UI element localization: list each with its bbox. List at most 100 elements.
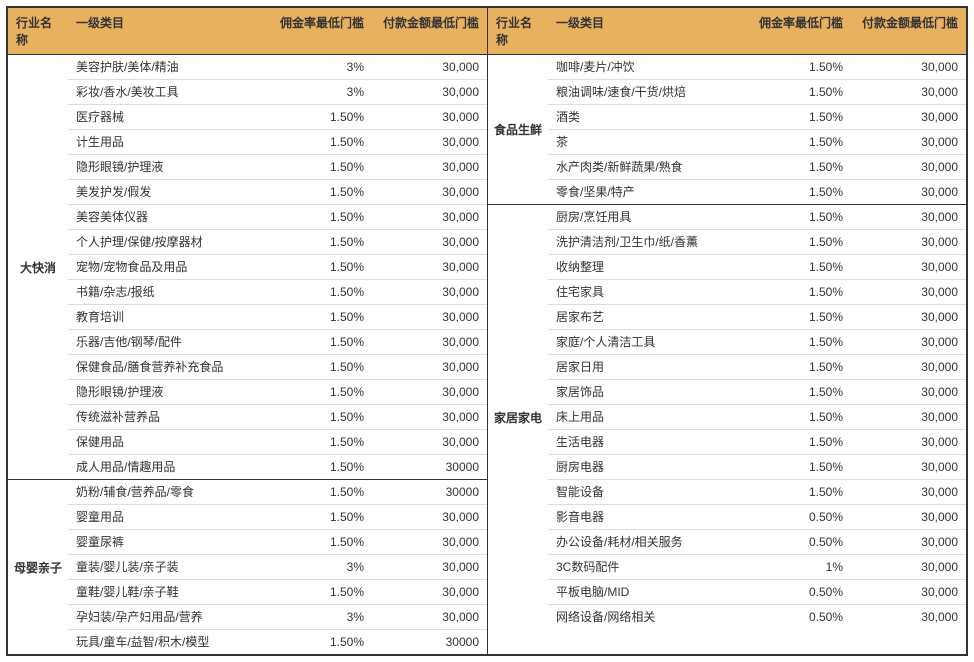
rate-cell: 1.50% xyxy=(257,230,372,254)
table-row: 家庭/个人清洁工具1.50%30,000 xyxy=(548,329,966,354)
rate-cell: 1.50% xyxy=(736,430,851,454)
amount-cell: 30000 xyxy=(372,630,487,654)
category-cell: 隐形眼镜/护理液 xyxy=(68,380,257,404)
col-category-header: 一级类目 xyxy=(548,8,736,54)
rate-cell: 1.50% xyxy=(257,305,372,329)
table-row: 玩具/童车/益智/积木/模型1.50%30000 xyxy=(68,629,487,654)
table-row: 美容护肤/美体/精油3%30,000 xyxy=(68,55,487,79)
amount-cell: 30,000 xyxy=(851,130,966,154)
category-cell: 乐器/吉他/钢琴/配件 xyxy=(68,330,257,354)
table-row: 生活电器1.50%30,000 xyxy=(548,429,966,454)
amount-cell: 30,000 xyxy=(372,80,487,104)
industry-name: 大快消 xyxy=(8,55,68,479)
amount-cell: 30,000 xyxy=(372,555,487,579)
right-half: 行业名称 一级类目 佣金率最低门槛 付款金额最低门槛 食品生鲜咖啡/麦片/冲饮1… xyxy=(487,8,966,654)
category-cell: 厨房电器 xyxy=(548,455,736,479)
amount-cell: 30,000 xyxy=(372,205,487,229)
category-cell: 办公设备/耗材/相关服务 xyxy=(548,530,736,554)
rate-cell: 1.50% xyxy=(257,580,372,604)
rate-cell: 1.50% xyxy=(736,230,851,254)
category-cell: 洗护清洁剂/卫生巾/纸/香薰 xyxy=(548,230,736,254)
rate-cell: 1.50% xyxy=(257,105,372,129)
rate-cell: 1.50% xyxy=(257,530,372,554)
category-cell: 咖啡/麦片/冲饮 xyxy=(548,55,736,79)
amount-cell: 30,000 xyxy=(851,605,966,629)
rate-cell: 3% xyxy=(257,80,372,104)
amount-cell: 30,000 xyxy=(372,605,487,629)
category-cell: 床上用品 xyxy=(548,405,736,429)
industry-group: 食品生鲜咖啡/麦片/冲饮1.50%30,000粮油调味/速食/干货/烘焙1.50… xyxy=(488,55,966,205)
col-rate-header: 佣金率最低门槛 xyxy=(257,8,372,54)
amount-cell: 30,000 xyxy=(372,405,487,429)
rate-cell: 1.50% xyxy=(736,205,851,229)
table-row: 孕妇装/孕产妇用品/营养3%30,000 xyxy=(68,604,487,629)
amount-cell: 30,000 xyxy=(372,355,487,379)
industry-group: 家居家电厨房/烹饪用具1.50%30,000洗护清洁剂/卫生巾/纸/香薰1.50… xyxy=(488,205,966,629)
amount-cell: 30,000 xyxy=(372,130,487,154)
table-row: 粮油调味/速食/干货/烘焙1.50%30,000 xyxy=(548,79,966,104)
category-cell: 家居饰品 xyxy=(548,380,736,404)
rate-cell: 1.50% xyxy=(257,280,372,304)
rate-cell: 1.50% xyxy=(257,330,372,354)
rate-cell: 1.50% xyxy=(736,355,851,379)
rate-cell: 1.50% xyxy=(736,380,851,404)
category-cell: 美容护肤/美体/精油 xyxy=(68,55,257,79)
table-row: 居家日用1.50%30,000 xyxy=(548,354,966,379)
amount-cell: 30,000 xyxy=(372,280,487,304)
amount-cell: 30,000 xyxy=(372,330,487,354)
amount-cell: 30,000 xyxy=(372,230,487,254)
amount-cell: 30,000 xyxy=(851,105,966,129)
rate-cell: 3% xyxy=(257,555,372,579)
industry-group: 大快消美容护肤/美体/精油3%30,000彩妆/香水/美妆工具3%30,000医… xyxy=(8,55,487,480)
category-cell: 零食/坚果/特产 xyxy=(548,180,736,204)
category-cell: 书籍/杂志/报纸 xyxy=(68,280,257,304)
category-cell: 收纳整理 xyxy=(548,255,736,279)
rate-cell: 1.50% xyxy=(257,380,372,404)
amount-cell: 30,000 xyxy=(372,430,487,454)
table-row: 个人护理/保健/按摩器材1.50%30,000 xyxy=(68,229,487,254)
table-row: 计生用品1.50%30,000 xyxy=(68,129,487,154)
table-row: 宠物/宠物食品及用品1.50%30,000 xyxy=(68,254,487,279)
amount-cell: 30,000 xyxy=(372,305,487,329)
table-row: 厨房/烹饪用具1.50%30,000 xyxy=(548,205,966,229)
category-cell: 居家布艺 xyxy=(548,305,736,329)
amount-cell: 30,000 xyxy=(851,580,966,604)
rate-cell: 1.50% xyxy=(736,305,851,329)
category-cell: 酒类 xyxy=(548,105,736,129)
category-cell: 生活电器 xyxy=(548,430,736,454)
amount-cell: 30,000 xyxy=(851,455,966,479)
table-row: 办公设备/耗材/相关服务0.50%30,000 xyxy=(548,529,966,554)
table-row: 书籍/杂志/报纸1.50%30,000 xyxy=(68,279,487,304)
table-row: 茶1.50%30,000 xyxy=(548,129,966,154)
amount-cell: 30,000 xyxy=(851,155,966,179)
category-cell: 孕妇装/孕产妇用品/营养 xyxy=(68,605,257,629)
category-cell: 美容美体仪器 xyxy=(68,205,257,229)
table-row: 婴童尿裤1.50%30,000 xyxy=(68,529,487,554)
table-row: 彩妆/香水/美妆工具3%30,000 xyxy=(68,79,487,104)
amount-cell: 30,000 xyxy=(851,530,966,554)
category-cell: 3C数码配件 xyxy=(548,555,736,579)
category-cell: 影音电器 xyxy=(548,505,736,529)
amount-cell: 30,000 xyxy=(851,80,966,104)
category-cell: 奶粉/辅食/营养品/零食 xyxy=(68,480,257,504)
amount-cell: 30,000 xyxy=(851,205,966,229)
category-cell: 婴童用品 xyxy=(68,505,257,529)
rate-cell: 1.50% xyxy=(736,255,851,279)
rate-cell: 0.50% xyxy=(736,505,851,529)
rate-cell: 1.50% xyxy=(736,55,851,79)
category-cell: 玩具/童车/益智/积木/模型 xyxy=(68,630,257,654)
category-cell: 居家日用 xyxy=(548,355,736,379)
commission-table: 行业名称 一级类目 佣金率最低门槛 付款金额最低门槛 大快消美容护肤/美体/精油… xyxy=(6,6,968,656)
category-cell: 隐形眼镜/护理液 xyxy=(68,155,257,179)
table-row: 成人用品/情趣用品1.50%30000 xyxy=(68,454,487,479)
table-row: 咖啡/麦片/冲饮1.50%30,000 xyxy=(548,55,966,79)
category-cell: 粮油调味/速食/干货/烘焙 xyxy=(548,80,736,104)
category-cell: 茶 xyxy=(548,130,736,154)
amount-cell: 30,000 xyxy=(372,55,487,79)
category-cell: 彩妆/香水/美妆工具 xyxy=(68,80,257,104)
table-row: 婴童用品1.50%30,000 xyxy=(68,504,487,529)
category-cell: 厨房/烹饪用具 xyxy=(548,205,736,229)
category-cell: 计生用品 xyxy=(68,130,257,154)
table-row: 传统滋补营养品1.50%30,000 xyxy=(68,404,487,429)
amount-cell: 30,000 xyxy=(372,155,487,179)
